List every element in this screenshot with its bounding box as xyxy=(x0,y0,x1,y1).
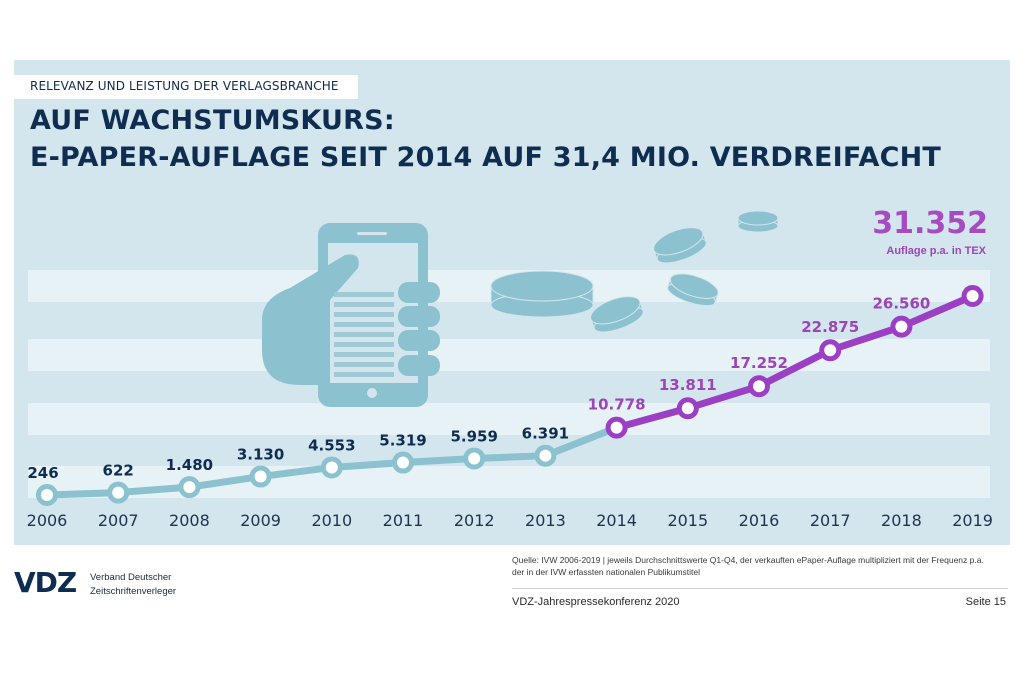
data-label-2009: 3.130 xyxy=(237,446,284,464)
data-labels: 246 622 1.480 3.130 4.553 5.319 5.959 6.391 10.7… xyxy=(27,295,930,482)
source-line-2: der in der IVW erfassten nationalen Publ… xyxy=(512,567,701,577)
x-tick-2017: 2017 xyxy=(810,511,851,530)
grid-band xyxy=(28,403,990,435)
data-label-2014: 10.778 xyxy=(588,396,646,414)
data-label-2015: 13.811 xyxy=(659,376,717,394)
data-point-2017 xyxy=(819,339,842,362)
data-label-2013: 6.391 xyxy=(522,425,569,443)
highlight-value: 31.352 xyxy=(872,206,988,241)
data-label-2012: 5.959 xyxy=(450,427,497,445)
data-point-2015 xyxy=(676,397,699,420)
footer-divider xyxy=(512,588,1008,589)
series-line-2014-2019 xyxy=(615,292,974,431)
data-point-2008 xyxy=(178,476,201,499)
vdz-logo: VDZ xyxy=(14,566,77,599)
x-tick-2012: 2012 xyxy=(454,511,495,530)
data-point-2011 xyxy=(392,451,414,474)
title-line-2: E-PAPER-AUFLAGE SEIT 2014 AUF 31,4 MIO. … xyxy=(30,142,941,173)
page-title: AUF WACHSTUMSKURS: E-PAPER-AUFLAGE SEIT … xyxy=(30,102,941,176)
data-point-2016 xyxy=(748,375,770,398)
x-tick-2015: 2015 xyxy=(667,511,708,530)
data-label-2011: 5.319 xyxy=(379,432,426,450)
data-point-2010 xyxy=(320,456,343,479)
x-tick-2007: 2007 xyxy=(98,511,139,530)
page-number: Seite 15 xyxy=(965,596,1006,608)
kicker-box: RELEVANZ UND LEISTUNG DER VERLAGSBRANCHE xyxy=(14,75,358,99)
data-label-2008: 1.480 xyxy=(166,456,213,474)
x-tick-2019: 2019 xyxy=(952,511,993,530)
data-point-2012 xyxy=(463,447,486,470)
x-tick-2018: 2018 xyxy=(881,511,922,530)
x-tick-2010: 2010 xyxy=(311,511,352,530)
data-label-2017: 22.875 xyxy=(801,318,859,336)
data-label-2016: 17.252 xyxy=(730,354,788,372)
data-point-2014 xyxy=(605,416,628,439)
kicker-label: RELEVANZ UND LEISTUNG DER VERLAGSBRANCHE xyxy=(30,79,339,93)
event-name: VDZ-Jahrespressekonferenz 2020 xyxy=(512,596,680,608)
highlight-unit: Auflage p.a. in TEX xyxy=(886,245,986,257)
x-tick-2016: 2016 xyxy=(739,511,780,530)
hand-holding-phone-icon xyxy=(262,223,440,407)
data-point-2018 xyxy=(890,315,913,338)
x-tick-2009: 2009 xyxy=(240,511,281,530)
data-point-2009 xyxy=(249,465,272,488)
data-point-2013 xyxy=(534,444,557,467)
title-line-1: AUF WACHSTUMSKURS: xyxy=(30,105,395,136)
data-label-2006: 246 xyxy=(27,464,58,482)
source-note: Quelle: IVW 2006-2019 | jeweils Durchsch… xyxy=(512,554,1002,578)
x-tick-2011: 2011 xyxy=(383,511,424,530)
x-tick-2013: 2013 xyxy=(525,511,566,530)
data-point-2006 xyxy=(36,484,58,506)
x-tick-2006: 2006 xyxy=(27,511,68,530)
data-point-2007 xyxy=(107,481,130,504)
x-axis-ticks: 2006 2007 2008 2009 2010 2011 2012 2013 2014 2015… xyxy=(27,511,993,530)
data-label-2007: 622 xyxy=(103,462,134,480)
org-name: Verband Deutscher Zeitschriftenverleger xyxy=(90,571,176,599)
data-points xyxy=(36,285,984,506)
x-tick-2014: 2014 xyxy=(596,511,637,530)
coins-icon xyxy=(490,210,779,333)
org-name-line-1: Verband Deutscher xyxy=(90,572,172,583)
data-label-2018: 26.560 xyxy=(872,295,930,313)
x-tick-2008: 2008 xyxy=(169,511,210,530)
org-name-line-2: Zeitschriftenverleger xyxy=(90,586,177,597)
data-point-2019 xyxy=(961,285,984,307)
data-label-2010: 4.553 xyxy=(308,436,355,454)
source-line-1: Quelle: IVW 2006-2019 | jeweils Durchsch… xyxy=(512,555,984,565)
